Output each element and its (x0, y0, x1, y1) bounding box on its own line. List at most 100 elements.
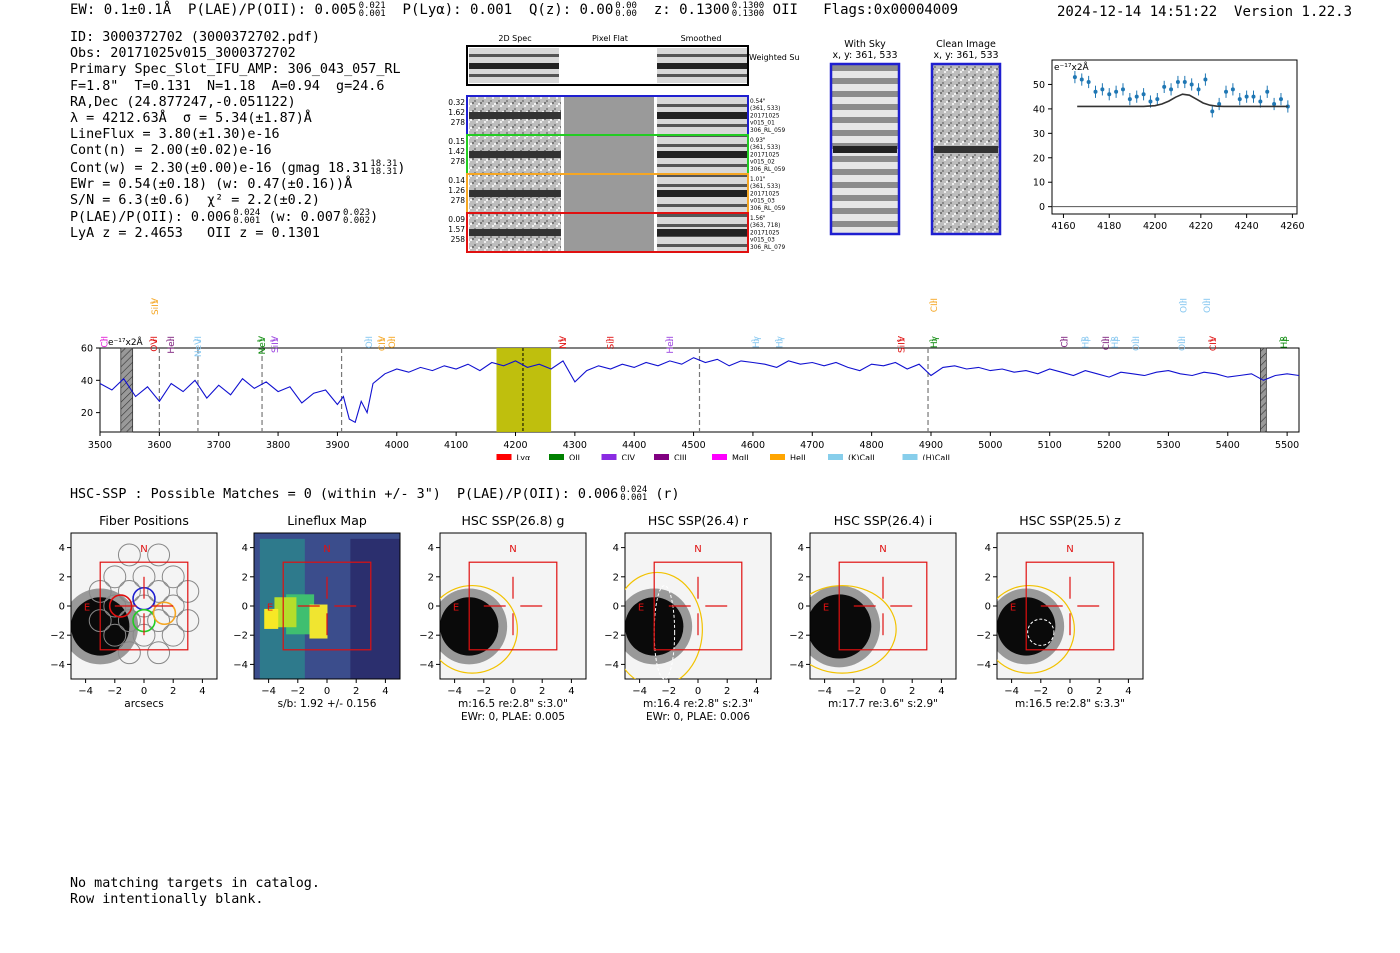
panel-ytick-label: 2 (985, 572, 991, 583)
cutout-row-right-2: 20171025 (750, 152, 780, 158)
emission-line-label-text: CII (101, 336, 111, 348)
panel-xtick-label: 4 (568, 686, 574, 697)
legend-swatch (712, 454, 728, 460)
legend-swatch (654, 454, 670, 460)
zoom-xtick-label: 4180 (1097, 221, 1121, 232)
header-timestamp: 2024-12-14 14:51:22 (1057, 4, 1218, 20)
info-sn: S/N = 6.3(±0.6) χ² = 2.2(±0.2) (70, 193, 320, 209)
panel-ytick-label: −4 (419, 660, 434, 671)
zoom-data-point (1114, 89, 1119, 94)
zoom-data-point (1155, 97, 1160, 102)
emission-line-label-brace: { (558, 337, 567, 342)
panel-xtick-label: 0 (324, 686, 330, 697)
north-label: N (879, 544, 886, 555)
north-label: N (140, 544, 147, 555)
cutout-row-left-2: 278 (451, 196, 466, 205)
emission-line-label: SiIV{ (150, 297, 161, 315)
legend-item: HeII (770, 454, 806, 460)
emission-line-label: OIII{ (1202, 298, 1213, 313)
east-label: E (84, 602, 90, 613)
emission-line-label-brace: { (605, 337, 614, 342)
weighted-sum-label: Weighted Sum (749, 53, 800, 62)
info-ewr: EWr = 0.54(±0.18) (w: 0.47(±0.16))Å (70, 176, 353, 192)
emission-line-label-brace: { (896, 337, 905, 342)
spectrum-xtick-label: 5300 (1156, 440, 1180, 451)
zoom-data-point (1175, 80, 1180, 84)
zoom-data-point (1134, 94, 1139, 99)
zoom-data-point (1224, 89, 1229, 94)
legend-swatch (902, 454, 918, 460)
panel-xtick-label: −2 (661, 686, 676, 697)
legend-swatch (496, 454, 512, 460)
north-label: N (323, 544, 330, 555)
emission-line-label-brace: { (387, 337, 396, 342)
panel-xtick-label: 4 (938, 686, 944, 697)
cutout-row-right-1: (361, 533) (750, 145, 780, 151)
info-id: ID: 3000372702 (3000372702.pdf) (70, 30, 320, 45)
emission-line-label-text: HeII (666, 336, 676, 354)
panel-ytick-label: 0 (428, 602, 434, 613)
emission-line-label-brace: { (1202, 299, 1211, 304)
full-spectrum-plot: 3500 3600 3700 3800 3900 4000 4100 4200 4300 4400… (81, 297, 1300, 461)
zoom-units-label: e⁻¹⁷x2Å (1054, 61, 1090, 73)
with-sky-title: With Sky (844, 39, 886, 50)
aperture-ellipse (625, 571, 703, 679)
spectrum-xtick-label: 5000 (978, 440, 1002, 451)
panel-xtick-label: −4 (447, 686, 462, 697)
emission-line-label-brace: { (1131, 337, 1140, 342)
emission-line-label-brace: { (149, 337, 158, 342)
legend-item: (K)CaII (828, 454, 875, 460)
cutout-row-left-1: 1.26 (448, 186, 465, 195)
spectrum-ytick-label: 60 (81, 344, 93, 355)
emission-line-label: OIII{ (1177, 336, 1188, 351)
zoom-data-point (1258, 99, 1263, 104)
zoom-data-point (1093, 89, 1098, 94)
cutout-smoothed-trace (657, 229, 747, 236)
info-obs: Obs: 20171025v015_3000372702 (70, 46, 296, 62)
cutout-row-right-4: 306_RL_079 (750, 245, 785, 251)
zoom-fit-curve (1077, 93, 1288, 108)
spectrum-xtick-label: 3500 (88, 440, 112, 451)
panel-xtick-label: −2 (1033, 686, 1048, 697)
emission-line-label: Hγ{ (751, 335, 762, 348)
fiber-circle (161, 565, 185, 589)
panel-xtick-label: −2 (476, 686, 491, 697)
cutout-flat (564, 136, 654, 173)
cutout-2d-trace (469, 190, 561, 197)
spectrum-xtick-label: 4300 (563, 440, 587, 451)
header-timestamp-version: 2024-12-14 14:51:22 Version 1.22.3 (1057, 4, 1352, 20)
header-version: Version 1.22.3 (1234, 4, 1353, 20)
spectra-cutouts: 2D Spec Pixel Flat Smoothed Weighted Sum… (448, 34, 800, 253)
cutout-row-right-1: (361, 533) (750, 106, 780, 112)
panel-title: Lineflux Map (287, 513, 367, 528)
panel-image (254, 533, 400, 679)
cutout-row-right-3: v015_02 (750, 160, 775, 166)
emission-line-label: NeVI{ (193, 336, 204, 357)
emission-line-label-text: Hγ (776, 335, 786, 348)
emission-line-label: OIII{ (1178, 298, 1189, 313)
with-sky-xy: x, y: 361, 533 (832, 50, 897, 61)
emission-line-label: Hβ{ (1279, 336, 1290, 349)
emission-line-label: SiIV{ (896, 335, 907, 353)
clean-image-title: Clean Image (936, 39, 996, 50)
emission-line-label-text: Hβ (1111, 336, 1121, 349)
zoom-data-point (1251, 94, 1256, 99)
zoom-data-point (1100, 87, 1105, 92)
cutout-row-left-0: 0.32 (448, 98, 465, 107)
cutout-row-left-0: 0.15 (448, 137, 465, 146)
cutout-2d-trace (469, 112, 561, 119)
clean-image-xy: x, y: 361, 533 (933, 50, 998, 61)
emission-line-label-text: NeV (258, 335, 268, 354)
panel-caption: m:16.5 re:2.8" s:3.0" (458, 698, 568, 710)
cutout-smoothed-trace (657, 190, 747, 197)
legend-label: CIV (622, 454, 636, 461)
emission-line-label-brace: { (100, 337, 109, 342)
zoom-data-point (1237, 97, 1242, 102)
emission-line-label: SiIV{ (270, 335, 281, 353)
spectrum-ytick-label: 40 (81, 376, 93, 387)
spectrum-xtick-label: 5200 (1097, 440, 1121, 451)
cutout-flat (564, 97, 654, 134)
emission-line-label-text: OII (365, 336, 375, 348)
emission-line-label-text: OVI (150, 336, 160, 352)
